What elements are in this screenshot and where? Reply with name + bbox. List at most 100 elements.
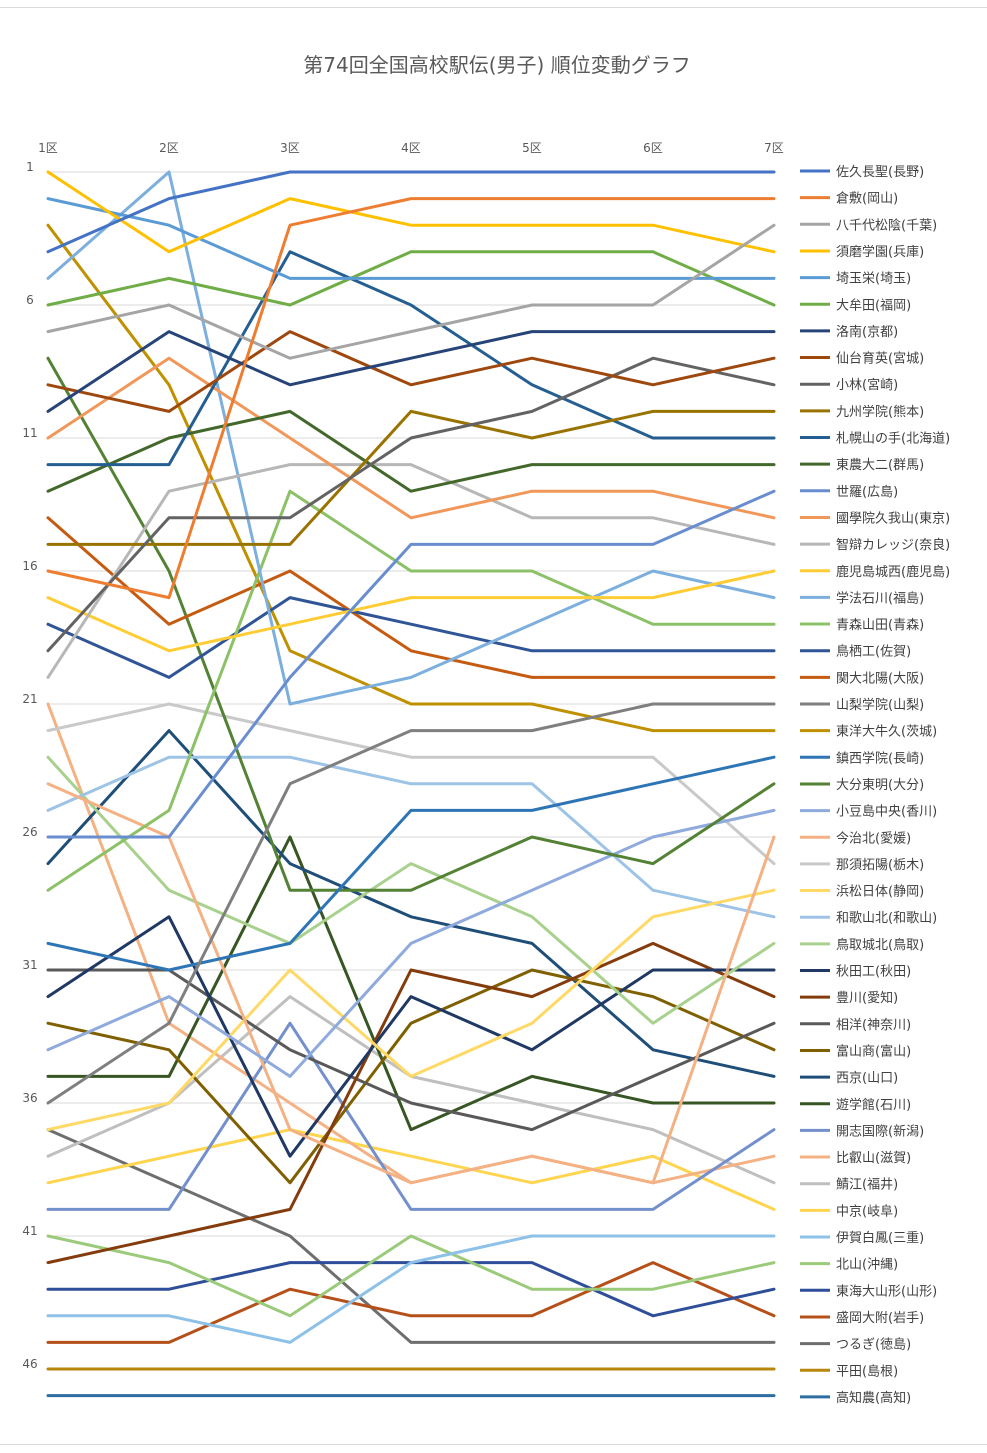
series-line — [46, 596, 776, 679]
series-line — [46, 463, 776, 679]
top-border — [0, 7, 987, 8]
y-tick-label: 1 — [26, 160, 34, 174]
legend-label: 浜松日体(静岡) — [836, 885, 924, 900]
series-line — [46, 1234, 776, 1318]
legend-label: 鯖江(福井) — [836, 1178, 898, 1193]
legend-label: つるぎ(徳島) — [836, 1338, 911, 1353]
series-line — [46, 516, 776, 679]
series-line — [46, 489, 776, 892]
legend-label: 相洋(神奈川) — [836, 1018, 911, 1033]
legend-label: 大分東明(大分) — [836, 777, 924, 793]
series-line — [46, 729, 776, 1078]
x-tick-label: 2区 — [159, 141, 179, 155]
y-tick-label: 6 — [26, 293, 34, 307]
legend-label: 高知農(高知) — [836, 1390, 911, 1406]
series-line — [46, 197, 776, 280]
x-tick-label: 7区 — [764, 141, 784, 155]
legend-label: 富山商(富山) — [836, 1043, 911, 1059]
series-line — [46, 356, 776, 892]
y-tick-label: 11 — [22, 426, 37, 440]
series-line — [46, 1021, 776, 1211]
legend-label: 豊川(愛知) — [836, 990, 898, 1006]
x-tick-label: 4区 — [401, 141, 421, 155]
legend-label: 小豆島中央(香川) — [836, 805, 937, 820]
legend-label: 札幌山の手(北海道) — [836, 431, 950, 447]
x-tick-label: 1区 — [38, 141, 58, 155]
legend-label: 北山(沖縄) — [836, 1258, 898, 1273]
y-tick-label: 46 — [22, 1357, 37, 1371]
series-line — [46, 1261, 776, 1318]
series-line — [46, 702, 776, 1105]
legend-label: 鳥栖工(佐賀) — [836, 645, 911, 660]
legend-label: 倉敷(岡山) — [836, 192, 898, 207]
legend-label: 世羅(広島) — [836, 485, 898, 500]
series-line — [46, 250, 776, 467]
series-line — [46, 197, 776, 600]
legend-label: 東洋大牛久(茨城) — [836, 724, 937, 740]
series-line — [46, 223, 776, 360]
y-tick-label: 31 — [22, 958, 37, 972]
series-lines — [46, 170, 776, 1398]
legend-label: 今治北(愛媛) — [836, 830, 911, 846]
legend: 佐久長聖(長野) 倉敷(岡山) 八千代松陰(千葉) 須磨学園(兵庫) 埼玉栄(埼玉) 大牟… — [800, 165, 950, 1406]
series-line — [46, 223, 776, 733]
legend-label: 佐久長聖(長野) — [836, 165, 924, 180]
legend-label: 八千代松陰(千葉) — [836, 218, 937, 233]
y-tick-label: 41 — [22, 1224, 37, 1238]
series-line — [46, 356, 776, 520]
x-tick-label: 3区 — [280, 141, 300, 155]
series-line — [46, 569, 776, 653]
series-line — [46, 968, 776, 1185]
legend-label: 東海大山形(山形) — [836, 1283, 937, 1299]
legend-label: 遊学館(石川) — [836, 1097, 911, 1113]
series-line — [46, 915, 776, 1158]
series-line — [46, 1128, 776, 1344]
series-line — [46, 755, 776, 972]
legend-label: 智辯カレッジ(奈良) — [836, 537, 950, 553]
series-line — [46, 835, 776, 1132]
legend-label: 平田(島根) — [836, 1364, 898, 1379]
legend-label: 洛南(京都) — [836, 324, 898, 340]
series-line — [46, 409, 776, 493]
series-line — [46, 782, 776, 1185]
series-line — [46, 1128, 776, 1211]
legend-label: 國學院久我山(東京) — [836, 510, 950, 526]
legend-label: 鹿児島城西(鹿児島) — [836, 564, 950, 580]
gridlines — [48, 171, 774, 1370]
legend-label: 鳥取城北(鳥取) — [836, 938, 924, 953]
series-line — [46, 808, 776, 1078]
legend-label: 伊賀白鳳(三重) — [836, 1230, 924, 1246]
series-line — [46, 356, 776, 653]
legend-label: 山梨学院(山梨) — [836, 697, 924, 713]
legend-label: 関大北陽(大阪) — [836, 671, 924, 686]
legend-label: 学法石川(福島) — [836, 590, 924, 606]
series-line — [46, 170, 776, 254]
legend-label: 比叡山(滋賀) — [836, 1151, 911, 1166]
series-line — [46, 941, 776, 1265]
y-tick-label: 26 — [22, 825, 37, 839]
legend-label: 中京(岐阜) — [836, 1203, 898, 1219]
legend-label: 青森山田(青森) — [836, 618, 924, 633]
series-line — [46, 170, 776, 706]
legend-label: 鎮西学院(長崎) — [836, 750, 924, 766]
series-line — [46, 755, 776, 1025]
legend-label: 那須拓陽(栃木) — [836, 858, 924, 873]
series-line — [46, 170, 776, 254]
chart-title: 第74回全国高校駅伝(男子) 順位変動グラフ — [303, 53, 690, 77]
legend-label: 小林(宮崎) — [836, 377, 898, 393]
series-line — [46, 409, 776, 546]
series-line — [46, 250, 776, 307]
y-tick-label: 36 — [22, 1091, 37, 1105]
legend-label: 仙台育英(宮城) — [836, 351, 924, 367]
x-axis-labels: 1区 2区 3区 4区 5区 6区 7区 — [38, 141, 784, 155]
series-line — [46, 1261, 776, 1344]
x-tick-label: 5区 — [522, 141, 542, 155]
series-line — [46, 1234, 776, 1344]
legend-label: 大牟田(福岡) — [836, 298, 911, 313]
y-tick-label: 21 — [22, 692, 37, 706]
legend-label: 盛岡大附(岩手) — [836, 1311, 924, 1326]
series-line — [46, 702, 776, 866]
